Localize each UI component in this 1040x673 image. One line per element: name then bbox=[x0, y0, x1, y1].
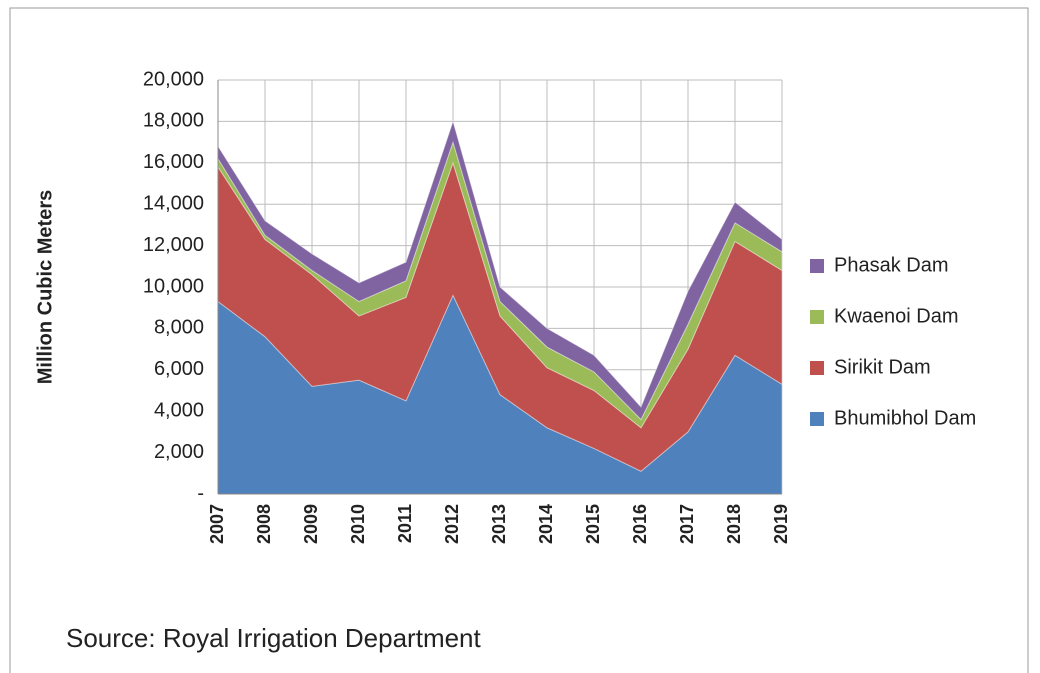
y-tick-label: 10,000 bbox=[143, 275, 204, 297]
y-tick-label: 6,000 bbox=[154, 358, 204, 380]
legend-label: Phasak Dam bbox=[834, 254, 949, 276]
x-tick-label: 2017 bbox=[677, 504, 697, 544]
x-tick-label: 2019 bbox=[771, 504, 791, 544]
x-tick-label: 2012 bbox=[442, 504, 462, 544]
x-tick-label: 2010 bbox=[348, 504, 368, 544]
x-tick-label: 2018 bbox=[724, 504, 744, 544]
area bbox=[217, 119, 783, 421]
x-tick-label: 2014 bbox=[536, 504, 556, 544]
legend-swatch bbox=[810, 310, 824, 324]
y-tick-label: 18,000 bbox=[143, 110, 204, 132]
legend-label: Bhumibhol Dam bbox=[834, 407, 976, 429]
x-tick-label: 2015 bbox=[583, 504, 603, 544]
x-tick-label: 2013 bbox=[489, 504, 509, 544]
legend-swatch bbox=[810, 412, 824, 426]
legend-label: Kwaenoi Dam bbox=[834, 305, 959, 327]
y-tick-label: 2,000 bbox=[154, 441, 204, 463]
y-tick-label: 14,000 bbox=[143, 192, 204, 214]
source-note: Source: Royal Irrigation Department bbox=[66, 623, 482, 653]
y-tick-label: 12,000 bbox=[143, 234, 204, 256]
y-axis-label: Million Cubic Meters bbox=[34, 190, 56, 384]
legend-swatch bbox=[810, 361, 824, 375]
legend-label: Sirikit Dam bbox=[834, 356, 931, 378]
y-tick-label: - bbox=[197, 482, 204, 504]
x-tick-label: 2011 bbox=[395, 504, 415, 543]
x-tick-label: 2009 bbox=[301, 504, 321, 544]
y-tick-label: 4,000 bbox=[154, 399, 204, 421]
y-tick-label: 8,000 bbox=[154, 317, 204, 339]
x-tick-label: 2007 bbox=[207, 504, 227, 544]
legend-swatch bbox=[810, 259, 824, 273]
y-tick-label: 16,000 bbox=[143, 151, 204, 173]
x-tick-label: 2016 bbox=[630, 504, 650, 544]
y-tick-label: 20,000 bbox=[143, 68, 204, 90]
x-tick-label: 2008 bbox=[254, 504, 274, 544]
